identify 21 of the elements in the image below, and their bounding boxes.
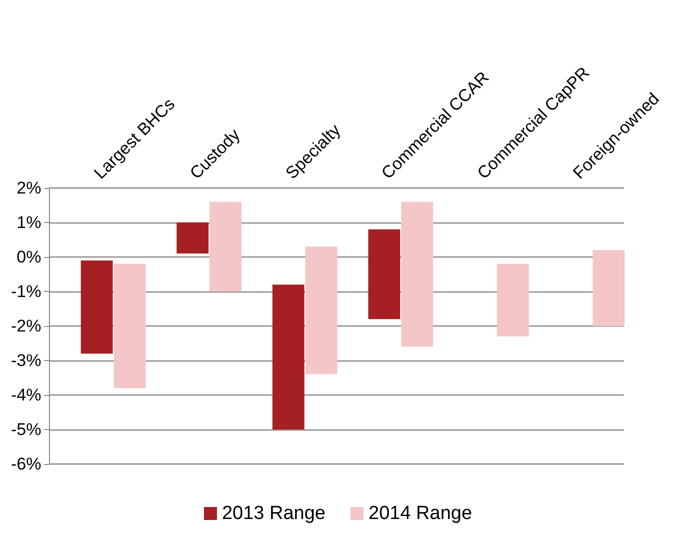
y-tick-label: -4%	[10, 386, 42, 404]
legend-label: 2014 Range	[368, 503, 472, 524]
y-tick-label: 0%	[16, 248, 42, 266]
legend-label: 2013 Range	[222, 503, 326, 524]
y-tick-label: -1%	[10, 282, 42, 301]
bar	[114, 264, 146, 388]
bar	[176, 222, 209, 254]
y-tick-label: -5%	[10, 420, 42, 439]
y-tick-label: 1%	[16, 213, 42, 232]
bar	[496, 264, 529, 336]
bar	[592, 250, 625, 326]
y-tick-label: -3%	[10, 351, 42, 370]
bar	[210, 202, 242, 292]
bar	[305, 246, 338, 374]
y-tick-label: 2%	[16, 178, 42, 198]
bar	[368, 229, 400, 320]
y-tick-label: -2%	[10, 316, 42, 336]
bar	[80, 260, 113, 354]
bar	[272, 284, 304, 430]
bar	[401, 202, 434, 347]
y-tick-label: -6%	[10, 454, 42, 474]
